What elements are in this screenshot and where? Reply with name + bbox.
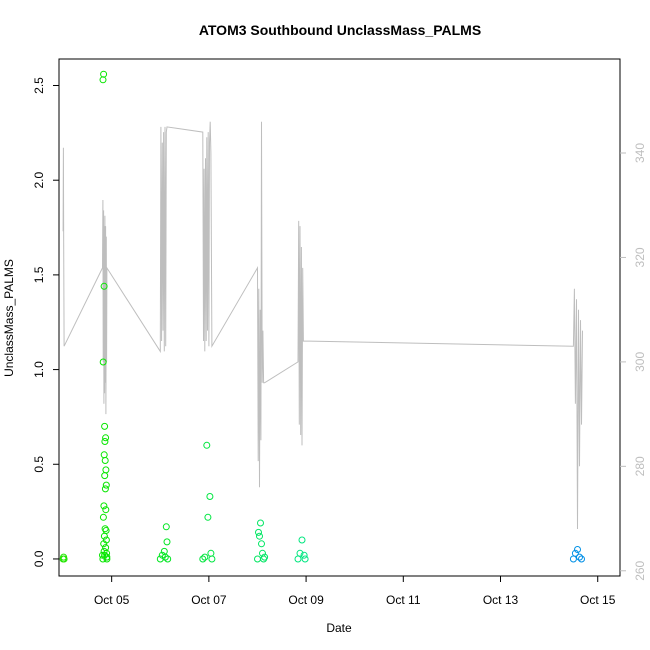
line-series-layer	[62, 121, 583, 530]
data-point	[571, 549, 579, 557]
data-point	[574, 546, 581, 553]
data-point	[100, 70, 108, 78]
data-point	[164, 555, 172, 563]
data-point	[576, 553, 583, 561]
axes-layer: 0.0 0.5 1.0 1.5 2.0 2.5 260 280 300 320 340 Oct 05 O…	[32, 77, 647, 607]
x-axis-label: Date	[326, 621, 352, 635]
data-point	[258, 540, 265, 548]
data-point	[201, 553, 209, 561]
data-point	[208, 555, 216, 563]
data-point	[257, 519, 264, 527]
data-point	[103, 555, 111, 563]
data-point	[99, 358, 107, 366]
x-tick-label: Oct 07	[191, 593, 227, 607]
point-series-layer	[59, 70, 585, 563]
data-point	[569, 555, 577, 563]
data-point	[101, 551, 109, 559]
data-point	[102, 434, 110, 442]
data-point	[100, 502, 108, 510]
y2-tick-label: 280	[633, 456, 647, 476]
data-point	[102, 466, 110, 474]
data-point	[101, 422, 109, 430]
y-tick-label: 1.5	[32, 266, 46, 283]
y2-tick-label: 260	[633, 560, 647, 580]
data-point	[206, 493, 214, 500]
data-point	[296, 549, 304, 557]
y-tick-label: 2.5	[32, 77, 46, 94]
y2-tick-label: 340	[633, 143, 647, 163]
x-tick-label: Oct 11	[386, 593, 421, 607]
y-tick-label: 0.5	[32, 456, 46, 473]
y-tick-label: 0.0	[32, 550, 46, 567]
y2-tick-label: 300	[633, 352, 647, 372]
y-axis-label: UnclassMass_PALMS	[2, 259, 16, 377]
data-point	[101, 485, 109, 493]
data-point	[254, 555, 261, 563]
data-point	[60, 555, 68, 563]
data-point	[163, 538, 171, 546]
data-point	[100, 532, 108, 540]
x-tick-label: Oct 15	[580, 593, 616, 607]
data-point	[101, 438, 109, 445]
data-point	[578, 555, 585, 563]
chart-title: ATOM3 Southbound UnclassMass_PALMS	[199, 22, 481, 38]
x-tick-label: Oct 05	[94, 593, 130, 607]
data-point	[301, 555, 309, 563]
data-point	[99, 551, 106, 559]
x-tick-label: Oct 13	[483, 593, 519, 607]
data-point	[256, 532, 263, 540]
data-point	[203, 441, 211, 449]
data-point	[99, 513, 107, 521]
data-point	[100, 540, 108, 548]
data-point	[102, 481, 110, 489]
data-point	[100, 282, 108, 290]
y2-tick-label: 320	[633, 247, 647, 267]
data-point	[102, 527, 110, 534]
data-point	[101, 457, 109, 464]
y-tick-label: 2.0	[32, 172, 46, 189]
data-point	[298, 536, 306, 544]
data-point	[261, 553, 269, 561]
x-tick-label: Oct 09	[288, 593, 324, 607]
data-point	[99, 76, 107, 84]
data-point	[101, 472, 109, 480]
plot-frame	[58, 58, 621, 577]
data-point	[162, 523, 170, 531]
data-point	[300, 551, 308, 559]
y-tick-label: 1.0	[32, 361, 46, 378]
data-point	[102, 506, 110, 514]
data-point	[100, 451, 108, 459]
data-point	[204, 513, 212, 521]
data-point	[255, 528, 262, 536]
data-point	[294, 555, 302, 563]
data-point	[99, 555, 107, 563]
data-point	[199, 555, 207, 563]
data-point	[207, 549, 215, 557]
series-line	[62, 121, 583, 530]
